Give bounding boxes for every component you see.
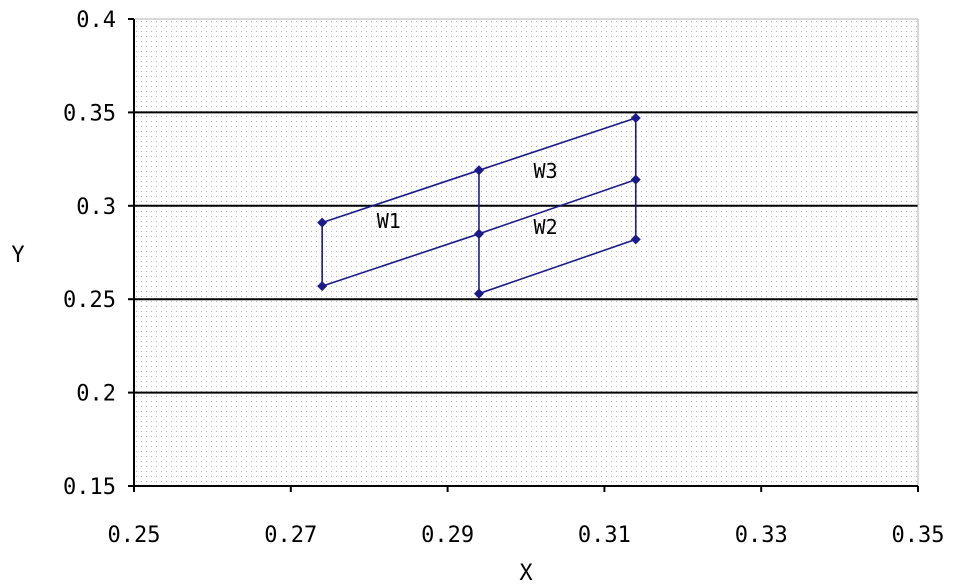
y-axis-title: Y — [11, 243, 24, 268]
region-label: W2 — [534, 215, 558, 239]
region-label: W1 — [377, 209, 401, 233]
y-tick-label: 0.2 — [76, 382, 116, 407]
x-tick-label: 0.35 — [892, 523, 945, 548]
y-tick-label: 0.15 — [63, 475, 116, 500]
y-tick-label: 0.3 — [76, 195, 116, 220]
x-axis-title: X — [519, 561, 533, 586]
x-tick-label: 0.33 — [735, 523, 788, 548]
y-tick-label: 0.4 — [76, 8, 116, 33]
axes — [128, 18, 919, 492]
x-tick-label: 0.25 — [108, 523, 161, 548]
series-group — [317, 113, 641, 299]
data-point — [630, 174, 641, 185]
y-tick-label: 0.25 — [63, 288, 116, 313]
annotations: W1 W2 W3 — [377, 159, 558, 239]
data-point — [317, 281, 328, 292]
series-line — [478, 238, 637, 295]
plot-area — [134, 19, 918, 486]
y-tick-label: 0.35 — [63, 101, 116, 126]
data-point — [473, 165, 484, 176]
data-point — [630, 234, 641, 245]
data-point — [473, 288, 484, 299]
x-tick-label: 0.31 — [578, 523, 631, 548]
data-point — [473, 228, 484, 239]
data-point — [317, 217, 328, 228]
data-point — [630, 113, 641, 124]
tick-labels: 0.15 0.2 0.25 0.3 0.35 0.4 0.25 0.27 0.29 0.31 0.3… — [63, 8, 944, 548]
x-tick-label: 0.29 — [421, 523, 474, 548]
region-label: W3 — [534, 159, 558, 183]
gridlines — [134, 111, 918, 394]
x-tick-label: 0.27 — [264, 523, 317, 548]
